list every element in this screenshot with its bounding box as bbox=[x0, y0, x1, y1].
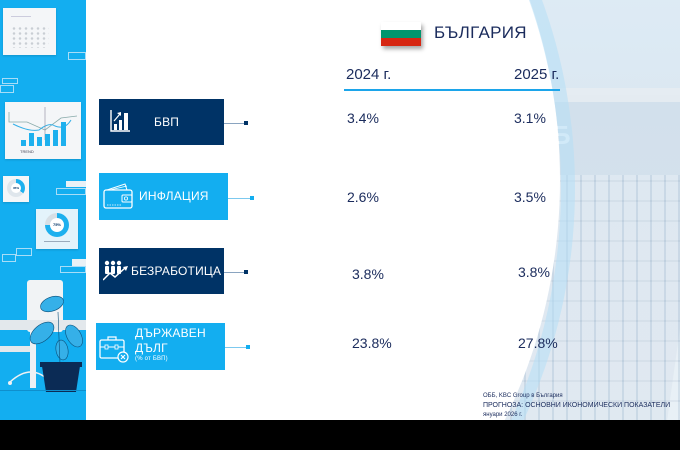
donut-large-value: 75% bbox=[50, 218, 64, 232]
deco-rect bbox=[0, 85, 14, 93]
connector-line bbox=[224, 272, 246, 273]
indicator-label: ИНФЛАЦИЯ bbox=[139, 189, 209, 203]
building-background: ДЗИ ОББ bbox=[180, 0, 680, 420]
flag-stripe-red bbox=[381, 38, 421, 46]
footer-title: ПРОГНОЗА: ОСНОВНИ ИКОНОМИЧЕСКИ ПОКАЗАТЕЛ… bbox=[483, 402, 671, 409]
briefcase-x-icon bbox=[99, 336, 129, 363]
trend-chart-card: TREND bbox=[5, 102, 81, 159]
indicator-inflation: ИНФЛАЦИЯ bbox=[99, 173, 228, 220]
indicator-label: БВП bbox=[154, 115, 180, 129]
deco-rect bbox=[72, 259, 86, 266]
trend-label: TREND bbox=[20, 149, 34, 154]
letterbox-band bbox=[0, 420, 680, 450]
left-illustration-panel: TREND 35% 75% bbox=[0, 0, 86, 420]
flag-stripe-green bbox=[381, 30, 421, 38]
indicator-unemployment: БЕЗРАБОТИЦА bbox=[99, 248, 224, 294]
indicator-label-line2: ДЪЛГ bbox=[135, 341, 168, 355]
deco-rect bbox=[2, 78, 18, 84]
donut-small-value: 35% bbox=[11, 183, 21, 193]
indicator-gdp: БВП bbox=[99, 99, 224, 145]
arc-accent-line bbox=[180, 0, 575, 420]
trend-chart-icon bbox=[8, 107, 78, 146]
connector-dot bbox=[246, 345, 250, 349]
footer-source: ОББ, KBC Group в България bbox=[483, 393, 563, 399]
donut-small-icon: 35% bbox=[7, 179, 25, 197]
donut-large-card: 75% bbox=[36, 209, 78, 249]
header-divider bbox=[344, 89, 560, 91]
donut-large-icon: 75% bbox=[45, 213, 69, 237]
connector-dot bbox=[250, 196, 254, 200]
flag-stripe-white bbox=[381, 22, 421, 30]
bar-chart-growth-icon bbox=[110, 110, 130, 132]
indicator-label: ДЪРЖАВЕН bbox=[135, 326, 206, 340]
deco-rect bbox=[2, 254, 16, 262]
connector-dot bbox=[244, 270, 248, 274]
year-column-2024: 2024 г. bbox=[346, 66, 392, 83]
deco-rect bbox=[56, 188, 86, 195]
country-title: БЪЛГАРИЯ bbox=[434, 23, 527, 42]
indicator-label: БЕЗРАБОТИЦА bbox=[131, 264, 222, 278]
bulgaria-flag-icon bbox=[381, 22, 421, 46]
deco-rect bbox=[16, 248, 32, 256]
connector-line bbox=[228, 198, 252, 199]
deco-rect bbox=[60, 266, 86, 273]
value-gdp-2025: 3.1% bbox=[514, 110, 546, 126]
footer-date: януари 2026 г. bbox=[483, 412, 523, 418]
value-inflation-2025: 3.5% bbox=[514, 189, 546, 205]
connector-line bbox=[225, 347, 248, 348]
slide: ДЗИ ОББ TREND bbox=[0, 0, 680, 420]
value-debt-2025: 27.8% bbox=[518, 335, 558, 351]
deco-rect bbox=[66, 181, 86, 187]
value-gdp-2024: 3.4% bbox=[347, 110, 379, 126]
connector-dot bbox=[244, 121, 248, 125]
people-trend-icon bbox=[103, 260, 128, 281]
donut-small-card: 35% bbox=[3, 176, 29, 202]
deco-rect bbox=[68, 52, 86, 60]
indicator-public-debt: ДЪРЖАВЕН ДЪЛГ (% от БВП) bbox=[96, 323, 225, 370]
value-debt-2024: 23.8% bbox=[352, 335, 392, 351]
value-inflation-2024: 2.6% bbox=[347, 189, 379, 205]
year-column-2025: 2025 г. bbox=[514, 66, 560, 83]
connector-line bbox=[224, 123, 246, 124]
indicator-sublabel: (% от БВП) bbox=[135, 356, 168, 362]
value-unemployment-2025: 3.8% bbox=[518, 264, 550, 280]
value-unemployment-2024: 3.8% bbox=[352, 266, 384, 282]
wallet-icon bbox=[103, 183, 133, 209]
office-chair-plant-icon bbox=[0, 280, 86, 392]
calendar-card bbox=[3, 8, 56, 55]
